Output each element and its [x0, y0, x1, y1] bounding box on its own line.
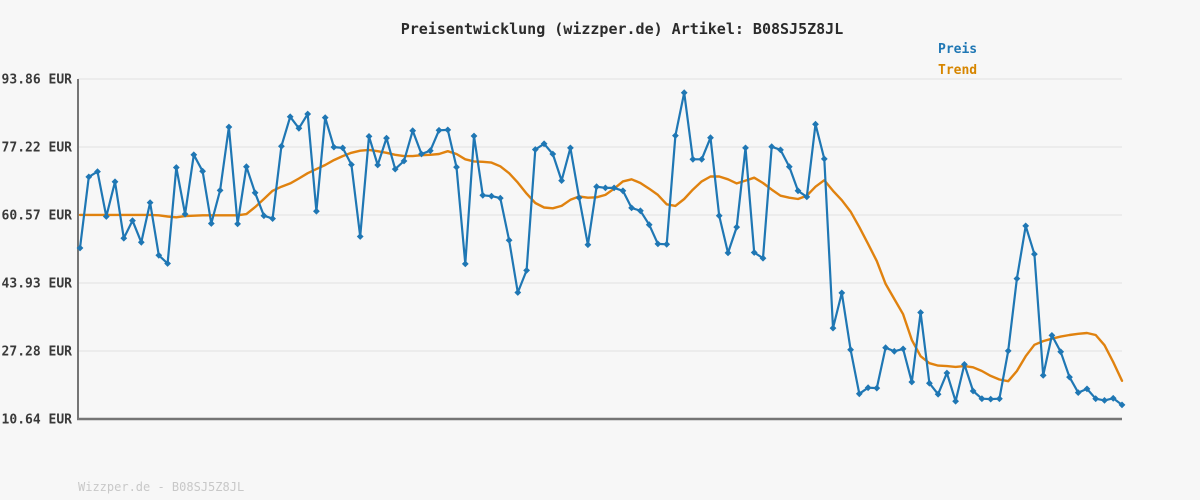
y-axis-tick-label: 10.64 EUR — [2, 413, 73, 428]
legend-entry-trend: Trend — [938, 63, 978, 78]
price-line — [78, 91, 1124, 406]
chart-legend: Preis Trend — [938, 39, 977, 81]
trend-line — [78, 148, 1124, 383]
y-axis-tick-label: 60.57 EUR — [2, 209, 73, 224]
legend-entry-preis: Preis — [938, 42, 978, 57]
y-axis-tick-label: 77.22 EUR — [2, 140, 73, 155]
y-axis-tick-label: 93.86 EUR — [2, 73, 73, 88]
y-axis-tick-label: 27.28 EUR — [2, 345, 73, 360]
chart-title: Preisentwicklung (wizzper.de) Artikel: B… — [400, 20, 844, 38]
y-axis-tick-label: 43.93 EUR — [2, 276, 73, 291]
footer-watermark: Wizzper.de - B08SJ5Z8JL — [78, 480, 245, 494]
price-markers — [76, 89, 1126, 409]
